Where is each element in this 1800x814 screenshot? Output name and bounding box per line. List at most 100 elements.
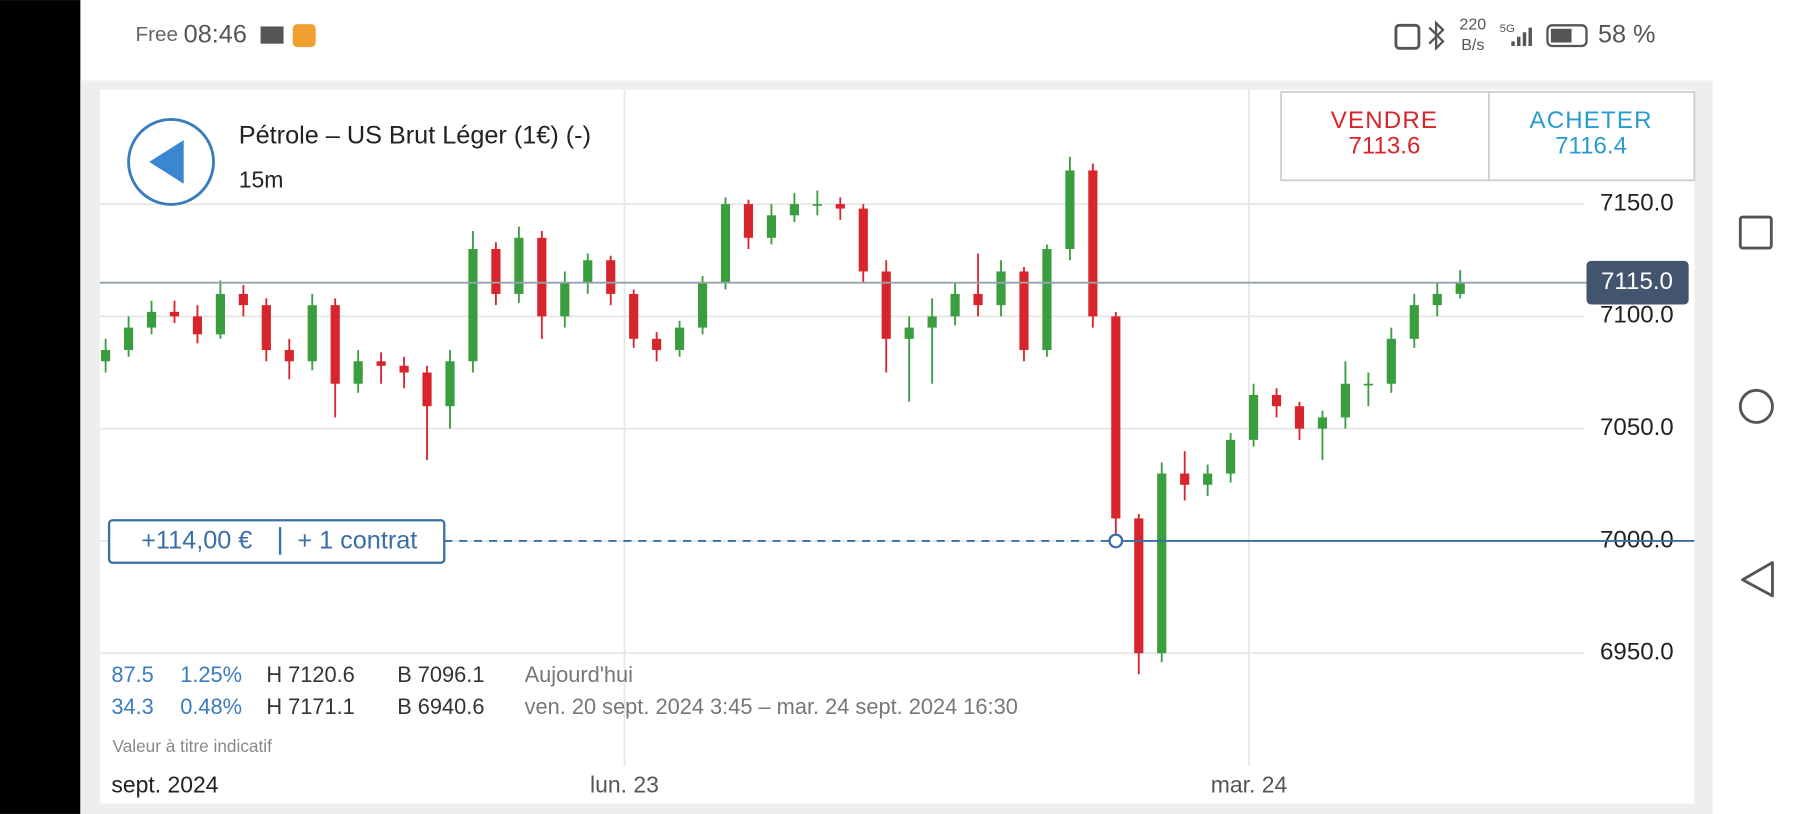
candle-body (146, 311, 157, 328)
nav-home[interactable] (1738, 388, 1774, 424)
stat-period: Aujourd'hui (525, 662, 633, 687)
candle-body (1363, 383, 1373, 386)
candle-body (1294, 406, 1305, 429)
y-tick-label: 7150.0 (1600, 189, 1674, 216)
instrument-name: Pétrole – US Brut Léger (1€) (-) (239, 121, 591, 149)
candle-body (514, 237, 524, 294)
candle-body (101, 350, 111, 362)
x-tick-label: lun. 23 (590, 771, 659, 797)
candle-body (1432, 293, 1442, 306)
candle-body (261, 305, 271, 351)
candle-body (399, 365, 409, 373)
current-price-badge (1586, 260, 1689, 305)
candle-body (537, 237, 547, 317)
bluetooth-icon (1428, 20, 1445, 52)
candle-body (1180, 473, 1190, 485)
y-tick-label: 6950.0 (1600, 639, 1674, 666)
stat-low: B 6940.6 (397, 694, 484, 719)
position-size: + 1 contrat (297, 527, 417, 555)
buy-button[interactable] (1488, 91, 1696, 182)
net-speed: 220 (1459, 16, 1486, 34)
candle-body (1386, 338, 1396, 384)
stat-change-pct: 1.25% (180, 662, 242, 687)
stat-high: H 7171.1 (266, 694, 354, 719)
candle-body (1455, 282, 1465, 294)
candle-body (1203, 473, 1213, 485)
candle-body (1042, 249, 1052, 351)
candle-body (169, 311, 180, 317)
candle-body (629, 293, 639, 339)
stat-period: ven. 20 sept. 2024 3:45 – mar. 24 sept. … (525, 694, 1018, 719)
stat-change: 34.3 (111, 694, 153, 719)
candle-body (1111, 316, 1121, 519)
battery-level (1550, 28, 1572, 43)
candle-body (1409, 305, 1419, 339)
candle-body (835, 204, 845, 209)
candle-body (927, 316, 937, 328)
candle-body (1248, 394, 1259, 440)
candle-body (376, 361, 386, 366)
candle-body (1340, 383, 1350, 418)
x-tick-label: mar. 24 (1211, 771, 1288, 797)
candle-body (445, 361, 455, 407)
candle-body (973, 293, 983, 306)
candle-body (422, 372, 432, 407)
y-tick-label: 7000.0 (1600, 526, 1674, 553)
stat-change-pct: 0.48% (180, 694, 242, 719)
period-label: sept. 2024 (111, 771, 218, 797)
candle-body (307, 305, 317, 362)
left-bezel (0, 0, 81, 814)
position-badge (107, 519, 446, 564)
candle-body (353, 361, 363, 384)
stats: 87.5 1.25% H 7120.6 B 7096.1 Aujourd'hui… (111, 662, 1017, 719)
candle-body (743, 204, 754, 238)
candle-body (858, 208, 868, 272)
network-type: 5G (1500, 23, 1515, 35)
candle-body (330, 305, 340, 384)
stat-high: H 7120.6 (266, 662, 354, 687)
candle-body (697, 282, 708, 328)
candle-body (1065, 170, 1075, 250)
nfc-icon (1394, 23, 1421, 50)
candle-body (491, 249, 501, 294)
candle-body (1226, 439, 1236, 474)
app-icon (292, 24, 316, 48)
back-arrow (149, 140, 184, 184)
candle-body (583, 260, 593, 283)
candle-body (606, 260, 616, 294)
current-price-label: 7115.0 (1601, 268, 1673, 295)
candle-body (675, 327, 685, 351)
sell-price: 7113.6 (1348, 132, 1420, 159)
y-tick-label: 7100.0 (1600, 302, 1674, 329)
candle-body (1271, 394, 1282, 407)
candle-body (789, 204, 799, 216)
candle-body (123, 327, 134, 351)
candle-body (812, 204, 822, 206)
stat-low: B 7096.1 (397, 662, 484, 687)
candle-body (1157, 473, 1167, 654)
buy-label: ACHETER (1529, 107, 1652, 134)
buy-price: 7116.4 (1555, 132, 1627, 159)
y-tick-label: 7050.0 (1600, 414, 1674, 441)
candle-body (1317, 417, 1328, 429)
position-pnl: +114,00 € (141, 527, 252, 555)
nav-back[interactable] (1741, 561, 1774, 598)
timeframe: 15m (239, 166, 284, 192)
candle-body (1088, 170, 1098, 317)
clock: 08:46 (184, 20, 247, 48)
battery-percent: 58 % (1598, 20, 1656, 48)
candle-body (284, 350, 294, 362)
candle-body (560, 282, 570, 317)
nav-recent[interactable] (1738, 215, 1773, 250)
candle-body (720, 204, 731, 283)
net-speed-unit: B/s (1461, 36, 1484, 54)
plot: lun. 23 mar. 24 6950.0 7000.0 7050.0 7100.0 71… (99, 89, 1695, 797)
candle-body (1019, 271, 1029, 351)
position-marker (1108, 533, 1124, 549)
candle-body (766, 215, 777, 238)
candle-body (215, 293, 225, 335)
candle-body (904, 327, 914, 339)
candle-body (996, 271, 1006, 306)
